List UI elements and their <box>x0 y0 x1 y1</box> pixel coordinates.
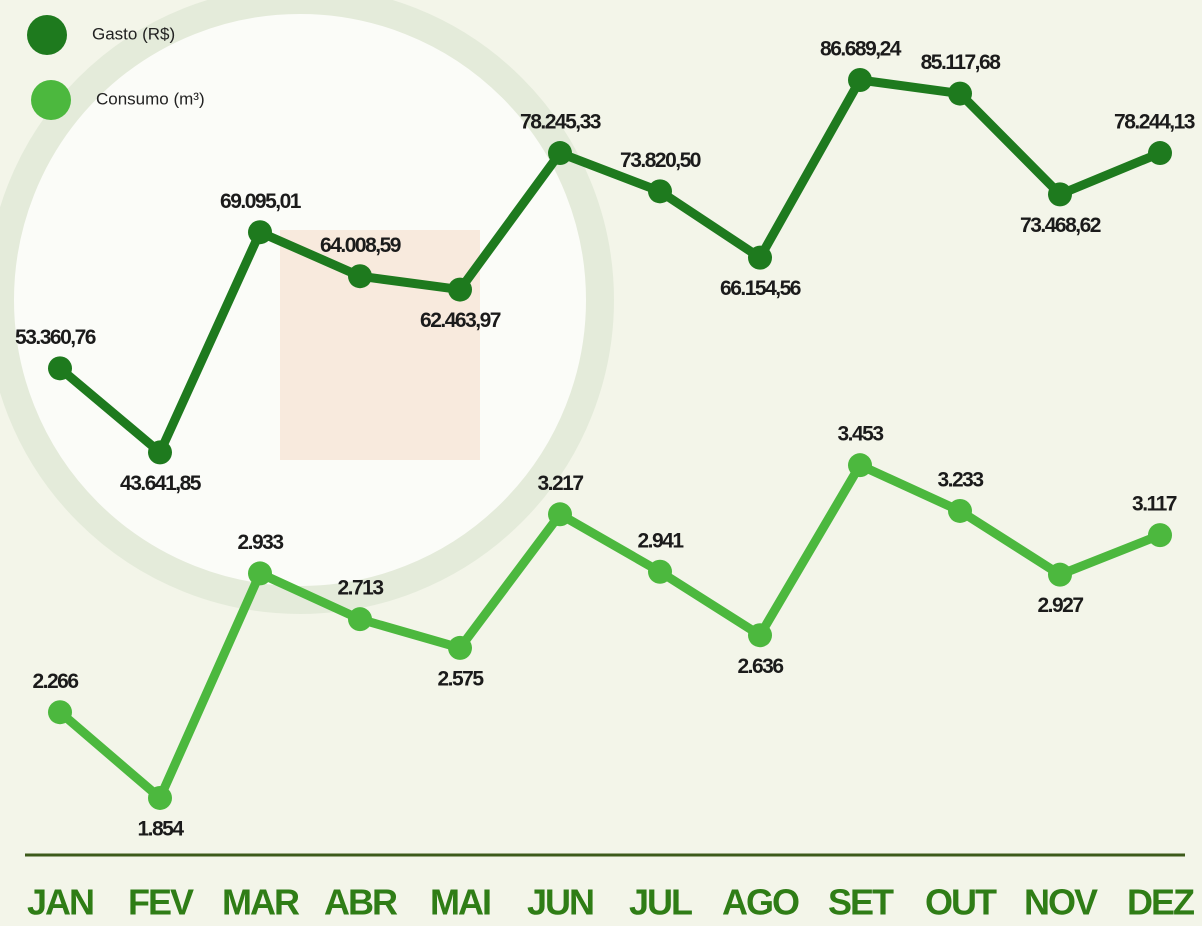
data-point <box>148 440 172 464</box>
value-label: 3.117 <box>1132 493 1177 516</box>
value-label: 66.154,56 <box>720 277 801 300</box>
data-point <box>348 264 372 288</box>
data-point <box>848 453 872 477</box>
data-point <box>1048 182 1072 206</box>
value-label: 2.636 <box>737 655 783 678</box>
x-tick-label: FEV <box>128 882 194 923</box>
chart: Gasto (R$) Consumo (m³) JAN FEV MAR ABR MAI JUN… <box>0 0 1202 926</box>
x-tick-label: NOV <box>1024 882 1098 923</box>
value-label: 78.244,13 <box>1114 111 1195 134</box>
legend-swatch <box>31 80 71 120</box>
value-label: 64.008,59 <box>320 234 401 257</box>
data-point <box>648 560 672 584</box>
data-point <box>248 561 272 585</box>
value-label: 3.233 <box>937 469 983 492</box>
x-tick-label: JUN <box>527 882 593 923</box>
value-label: 69.095,01 <box>220 190 302 213</box>
legend-label: Gasto (R$) <box>92 24 175 43</box>
value-label: 2.575 <box>437 667 484 690</box>
x-tick-label: AGO <box>722 882 799 923</box>
data-point <box>548 141 572 165</box>
data-point <box>48 700 72 724</box>
value-label: 86.689,24 <box>820 38 902 61</box>
x-tick-label: DEZ <box>1127 882 1194 923</box>
value-label: 2.941 <box>637 529 684 552</box>
value-label: 2.927 <box>1037 594 1083 617</box>
x-tick-label: MAR <box>222 882 300 923</box>
data-point <box>448 278 472 302</box>
data-point <box>548 502 572 526</box>
value-label: 2.933 <box>237 531 283 554</box>
data-point <box>348 607 372 631</box>
x-tick-label: JUL <box>629 882 692 923</box>
value-label: 85.117,68 <box>921 51 1002 74</box>
data-point <box>648 179 672 203</box>
data-point <box>848 68 872 92</box>
x-tick-label: SET <box>828 882 894 923</box>
data-point <box>48 356 72 380</box>
legend-swatch <box>27 15 67 55</box>
data-point <box>448 636 472 660</box>
value-label: 43.641,85 <box>120 472 202 495</box>
data-point <box>1048 563 1072 587</box>
value-label: 3.453 <box>837 423 883 446</box>
value-label: 2.266 <box>32 670 78 693</box>
data-point <box>1148 523 1172 547</box>
data-point <box>1148 141 1172 165</box>
x-tick-label: OUT <box>925 882 997 923</box>
x-tick-label: JAN <box>27 882 93 923</box>
background-house <box>280 230 480 460</box>
value-label: 73.468,62 <box>1020 214 1101 237</box>
value-label: 2.713 <box>337 577 383 600</box>
value-label: 78.245,33 <box>520 111 601 134</box>
value-label: 62.463,97 <box>420 309 501 332</box>
data-point <box>948 82 972 106</box>
value-label: 3.217 <box>537 472 583 495</box>
x-tick-label: ABR <box>324 882 398 923</box>
x-tick-label: MAI <box>430 882 490 923</box>
legend-label: Consumo (m³) <box>96 89 205 108</box>
data-point <box>248 220 272 244</box>
data-point <box>148 786 172 810</box>
value-label: 1.854 <box>137 817 184 840</box>
value-label: 53.360,76 <box>15 326 96 349</box>
data-point <box>948 499 972 523</box>
value-label: 73.820,50 <box>620 149 701 172</box>
data-point <box>748 623 772 647</box>
data-point <box>748 246 772 270</box>
